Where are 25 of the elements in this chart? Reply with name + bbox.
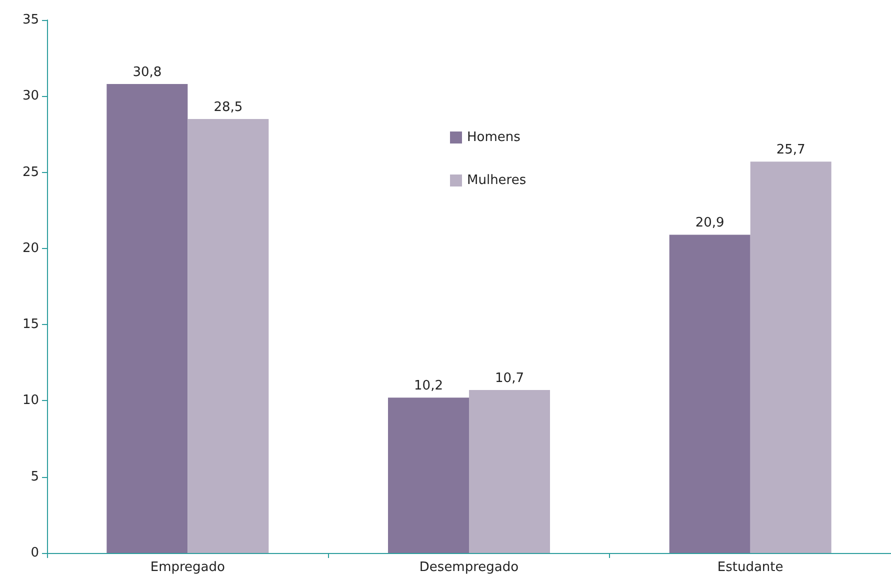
bar [188,118,269,553]
data-label: 25,7 [776,142,806,158]
y-tick-label: 35 [22,12,39,28]
data-label: 10,7 [495,371,524,386]
y-tick-label: 10 [22,393,39,408]
data-label: 10,2 [414,378,443,394]
bar [669,234,750,553]
legend-label: Mulheres [467,173,526,188]
y-tick-label: 5 [30,469,39,484]
bar [388,398,469,553]
y-tick-label: 15 [22,317,39,332]
x-tick-label: Desempregado [419,560,519,575]
legend-label: Homens [467,130,521,145]
y-tick-label: 0 [30,546,39,560]
bar [469,390,550,553]
bar [106,84,188,553]
x-tick-label: Empregado [150,560,226,575]
data-label: 20,9 [695,216,724,231]
y-tick-label: 20 [22,240,39,256]
y-tick-label: 30 [22,88,39,104]
data-label: 30,8 [132,64,162,80]
bar [750,162,832,553]
x-tick-label: Estudante [717,560,784,575]
y-tick-label: 25 [22,164,39,180]
data-label: 28,5 [214,100,243,115]
